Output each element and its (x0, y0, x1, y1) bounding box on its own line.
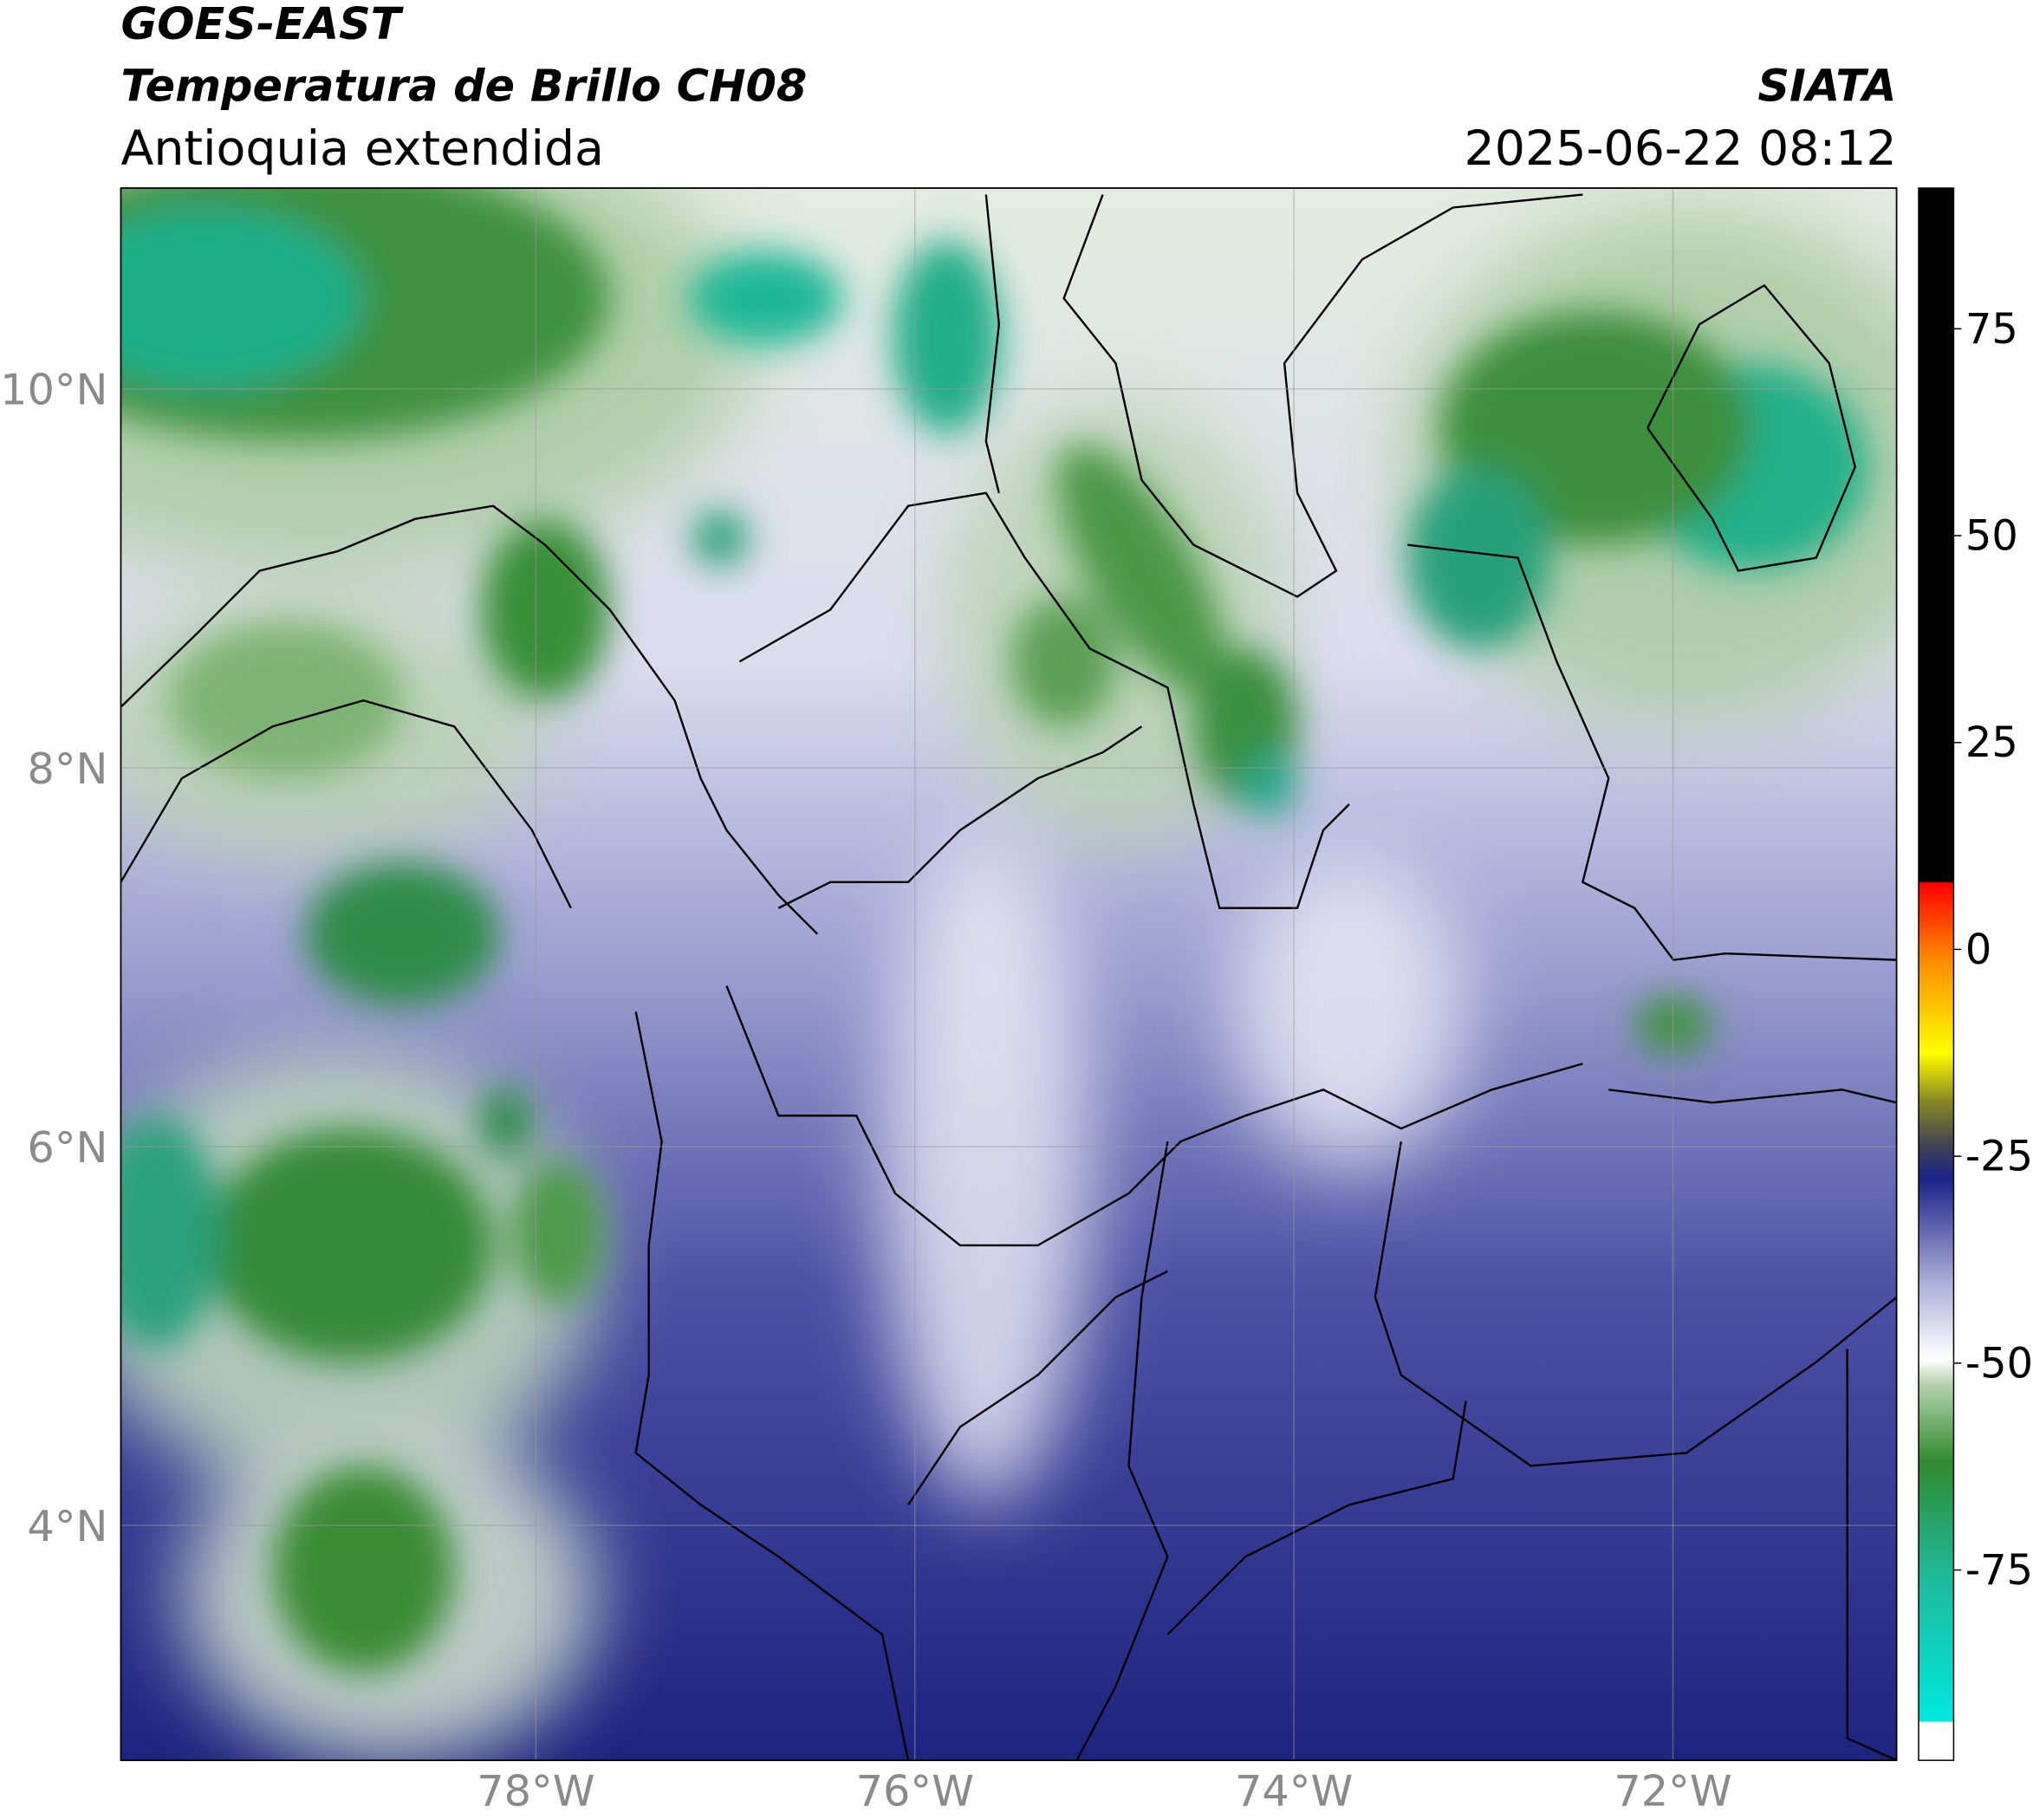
borders (120, 193, 1897, 1761)
colorbar (1918, 187, 1955, 1761)
satellite-image (120, 188, 1897, 1761)
lat-label: 4°N (27, 1501, 107, 1551)
colorbar-label: 75 (1965, 306, 2018, 354)
lon-label: 76°W (856, 1766, 974, 1817)
colorbar-label: 0 (1965, 926, 1991, 974)
colorbar-label: -50 (1965, 1340, 2033, 1388)
lon-label: 78°W (477, 1766, 594, 1817)
title: GOES-EAST (120, 0, 404, 50)
map-frame (120, 187, 1898, 1762)
lat-label: 6°N (27, 1122, 107, 1173)
lat-label: 10°N (0, 365, 107, 415)
source: SIATA (1757, 62, 1896, 113)
timestamp: 2025-06-22 08:12 (1465, 121, 1897, 177)
graticule (120, 188, 1897, 1761)
colorbar-label: 25 (1965, 719, 2018, 767)
colorbar-label: -75 (1965, 1547, 2033, 1595)
colorbar-label: -25 (1965, 1134, 2033, 1181)
region: Antioquia extendida (120, 121, 603, 177)
lon-label: 72°W (1614, 1766, 1731, 1817)
axis-labels: 78°W 76°W 74°W 72°W 4°N 6°N 8°N 10°N -75 -50 -25 0 2… (0, 306, 2033, 1817)
lat-label: 8°N (27, 744, 107, 794)
lon-label: 74°W (1235, 1766, 1353, 1817)
subtitle: Temperatura de Brillo CH08 (120, 62, 807, 113)
colorbar-label: 50 (1965, 513, 2018, 561)
